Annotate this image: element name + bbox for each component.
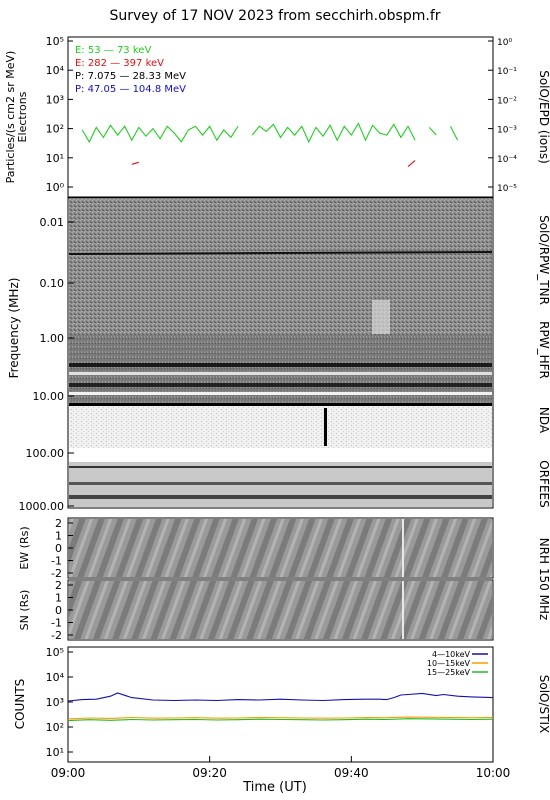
epd-right-tick-label-4: 10⁻¹ xyxy=(497,67,517,77)
nda-gap xyxy=(69,448,492,462)
epd-legend-entry-3: P: 47.05 — 104.8 MeV xyxy=(75,84,186,95)
nrh-sn-tick-label-0: 2 xyxy=(55,579,62,592)
radio-tick-label-4: 100.00 xyxy=(26,447,65,460)
hfr-dark-band-1 xyxy=(69,363,492,367)
stix-tick-label-3: 10⁴ xyxy=(46,671,65,684)
epd-left-tick-label-0: 10⁰ xyxy=(46,181,65,194)
stix-right-label: SolO/STIX xyxy=(537,675,550,734)
orfees-line-1 xyxy=(69,466,492,468)
hfr-light-band-1 xyxy=(69,372,492,375)
axes-group: 10⁰10¹10²10³10⁴10⁵10⁻⁵10⁻⁴10⁻³10⁻²10⁻¹10… xyxy=(4,35,550,780)
stix-series-line-1 xyxy=(67,716,494,720)
epd-ylabel-2: Electrons xyxy=(16,91,29,142)
radio-right-label-2: NDA xyxy=(537,407,550,434)
epd-right-label: SolO/EPD (ions) xyxy=(537,70,550,164)
epd-right-tick-label-3: 10⁻² xyxy=(497,96,517,106)
radio-right-label-1: RPW_HFR xyxy=(537,321,550,379)
epd-legend-entry-2: P: 7.075 — 28.33 MeV xyxy=(75,71,186,82)
nrh-ew-tick-label-1: 1 xyxy=(55,530,62,543)
tnr-bright-patch xyxy=(372,300,390,334)
x-tick-label-2: 09:40 xyxy=(334,766,369,780)
nda-burst xyxy=(324,408,327,446)
nrh-sn-image xyxy=(69,581,492,639)
x-tick-label-1: 09:20 xyxy=(192,766,227,780)
nrh-ew-tick-label-4: -2 xyxy=(51,567,62,580)
nrh-right-label: NRH 150 MHz xyxy=(537,538,550,621)
page-title: Survey of 17 NOV 2023 from secchirh.obsp… xyxy=(109,8,441,24)
epd-right-tick-label-0: 10⁻⁵ xyxy=(497,184,517,194)
epd-left-tick-label-5: 10⁵ xyxy=(46,35,64,48)
epd-right-tick-label-1: 10⁻⁴ xyxy=(497,155,517,165)
radio-right-label-0: SolO/RPW_TNR xyxy=(537,215,550,305)
nrh-sn-tick-label-3: -1 xyxy=(51,617,62,630)
orfees-line-2 xyxy=(69,482,492,485)
nrh-sn-ylabel: SN (Rs) xyxy=(18,590,31,631)
nrh-ew-tick-label-2: 0 xyxy=(55,542,62,555)
hfr-dark-band-2 xyxy=(69,383,492,387)
x-tick-label-0: 09:00 xyxy=(51,766,86,780)
x-axis-label: Time (UT) xyxy=(243,780,307,795)
radio-tick-label-0: 0.01 xyxy=(40,216,65,229)
stix-legend-label-2: 15—25keV xyxy=(427,668,471,677)
radio-tick-label-5: 1000.00 xyxy=(19,500,65,513)
stix-series-group xyxy=(67,692,494,722)
stix-legend-label-1: 10—15keV xyxy=(427,659,471,668)
hfr-lower-edge xyxy=(69,403,492,406)
x-tick-label-3: 10:00 xyxy=(476,766,511,780)
epd-left-tick-label-1: 10¹ xyxy=(46,152,64,165)
stix-tick-label-0: 10¹ xyxy=(46,746,64,759)
nrh-ew-ylabel: EW (Rs) xyxy=(18,526,31,569)
epd-legend-entry-1: E: 282 — 397 keV xyxy=(75,58,164,69)
nrh-ew-image xyxy=(69,519,492,577)
epd-legend: E: 53 — 73 keV E: 282 — 397 keV P: 7.075 —… xyxy=(75,45,186,95)
epd-left-tick-label-3: 10³ xyxy=(46,93,64,106)
epd-right-tick-label-5: 10⁰ xyxy=(497,38,512,48)
epd-left-tick-label-4: 10⁴ xyxy=(46,64,65,77)
stix-legend-label-0: 4—10keV xyxy=(432,650,471,659)
nrh-ew-tick-label-3: -1 xyxy=(51,555,62,568)
epd-right-tick-label-2: 10⁻³ xyxy=(497,126,517,136)
radio-tick-label-3: 10.00 xyxy=(33,390,65,403)
hfr-light-band-2 xyxy=(69,392,492,395)
orfees-line-3 xyxy=(69,495,492,499)
stix-ylabel: COUNTS xyxy=(13,679,27,730)
stix-series-line-0 xyxy=(67,692,494,702)
radio-tick-label-2: 1.00 xyxy=(40,332,65,345)
nrh-sn-tick-label-2: 0 xyxy=(55,604,62,617)
stix-tick-label-1: 10² xyxy=(46,721,64,734)
epd-frame xyxy=(67,36,494,198)
stix-series-line-2 xyxy=(67,718,494,722)
epd-ylabel: Particles/(s cm2 sr MeV) xyxy=(4,51,17,184)
nrh-sn-tick-label-1: 1 xyxy=(55,592,62,605)
nrh-sn-tick-label-4: -2 xyxy=(51,629,62,642)
tnr-plasma-line xyxy=(68,251,493,255)
nda-band xyxy=(69,405,492,448)
epd-left-tick-label-2: 10² xyxy=(46,123,64,136)
stix-tick-label-4: 10⁵ xyxy=(46,646,64,659)
tnr-band xyxy=(69,199,492,335)
stix-tick-label-2: 10³ xyxy=(46,696,64,709)
nrh-ew-tick-label-0: 2 xyxy=(55,517,62,530)
epd-legend-entry-0: E: 53 — 73 keV xyxy=(75,45,151,56)
radio-tick-label-1: 0.10 xyxy=(40,277,65,290)
radio-ylabel: Frequency (MHz) xyxy=(7,278,21,379)
radio-right-label-3: ORFEES xyxy=(537,460,550,507)
radio-spectrogram xyxy=(68,199,493,507)
stix-frame xyxy=(67,646,494,763)
